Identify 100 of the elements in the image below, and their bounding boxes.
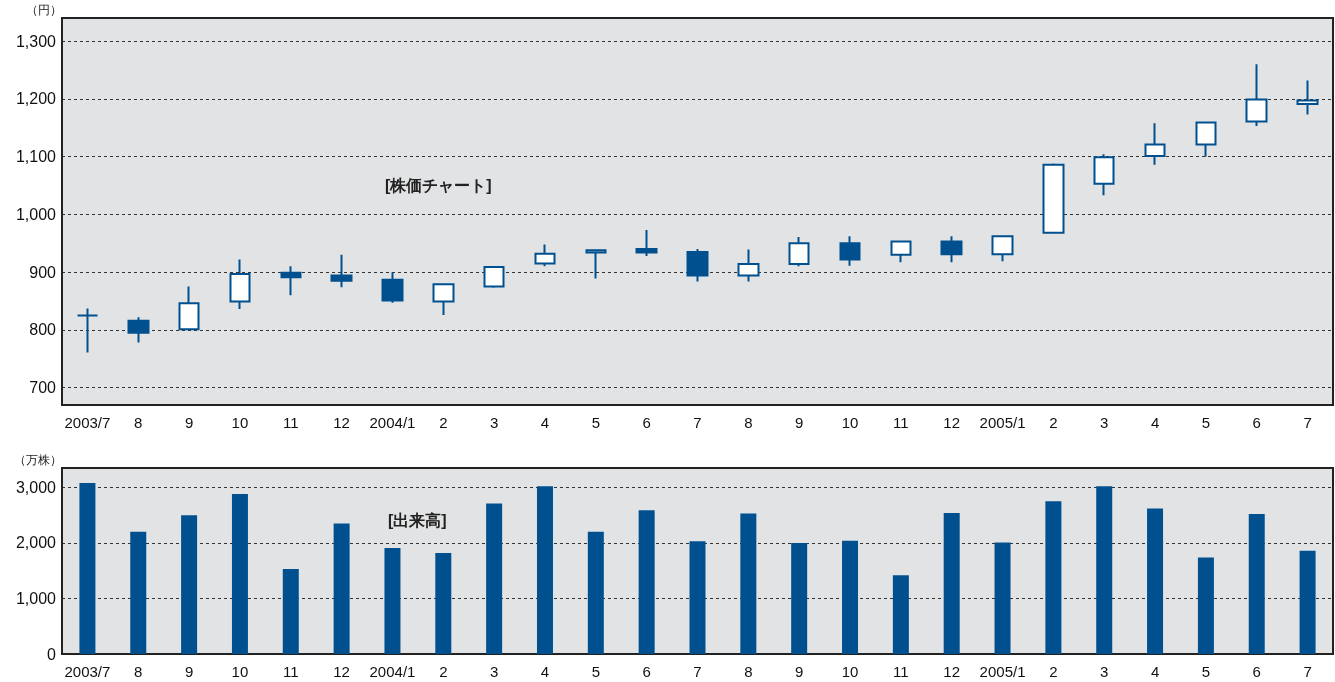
candlestick bbox=[991, 234, 1014, 263]
candlestick bbox=[1093, 153, 1115, 197]
y-tick-label: 1,100 bbox=[15, 148, 57, 166]
x-tick-label: 8 bbox=[744, 414, 753, 431]
candlestick bbox=[178, 285, 200, 331]
x-tick-label: 2004/1 bbox=[369, 414, 416, 431]
x-tick-label: 5 bbox=[1201, 663, 1211, 680]
y-tick-label: 0 bbox=[47, 645, 57, 663]
x-tick-label: 8 bbox=[134, 414, 143, 431]
x-tick-label: 2 bbox=[1049, 414, 1058, 431]
x-tick-label: 8 bbox=[134, 663, 143, 680]
x-tick-label: 2005/1 bbox=[979, 663, 1026, 680]
x-tick-label: 4 bbox=[540, 663, 550, 680]
x-tick-label: 3 bbox=[1100, 414, 1109, 431]
bar bbox=[1197, 557, 1214, 654]
x-tick-label: 10 bbox=[231, 414, 249, 431]
x-tick-label: 7 bbox=[693, 663, 702, 680]
bar bbox=[231, 494, 248, 654]
candlestick bbox=[788, 235, 810, 268]
x-tick-label: 6 bbox=[1252, 414, 1261, 431]
y-tick-label: 900 bbox=[29, 263, 57, 281]
x-tick-label: 4 bbox=[1150, 414, 1160, 431]
y-tick-label: 1,000 bbox=[15, 589, 57, 607]
candlestick bbox=[330, 253, 353, 289]
x-tick-label: 12 bbox=[333, 414, 350, 431]
candlestick bbox=[534, 243, 556, 268]
x-tick-label: 4 bbox=[540, 414, 550, 431]
x-tick-label: 3 bbox=[489, 663, 499, 680]
bar bbox=[689, 541, 706, 654]
x-tick-label: 6 bbox=[642, 414, 651, 431]
candlestick bbox=[381, 271, 404, 304]
candlestick bbox=[890, 240, 912, 264]
candlestick bbox=[76, 307, 99, 354]
x-tick-label: 6 bbox=[642, 663, 651, 680]
bar bbox=[384, 547, 401, 654]
y-tick-label: 700 bbox=[29, 379, 57, 397]
x-tick-label: 7 bbox=[693, 414, 702, 431]
bar bbox=[791, 542, 808, 654]
bar bbox=[486, 503, 503, 654]
x-tick-label: 11 bbox=[282, 414, 299, 431]
bar bbox=[181, 515, 198, 654]
bar bbox=[333, 523, 350, 654]
y-tick-label: 1,200 bbox=[15, 90, 57, 108]
x-tick-label: 10 bbox=[841, 414, 859, 431]
x-tick-label: 9 bbox=[184, 663, 194, 680]
candlestick bbox=[1195, 120, 1217, 158]
candlestick bbox=[280, 265, 302, 297]
bar bbox=[1299, 550, 1316, 654]
candlestick bbox=[1296, 79, 1319, 116]
bar bbox=[1147, 508, 1164, 654]
x-tick-label: 2003/7 bbox=[64, 663, 111, 680]
candlestick bbox=[839, 235, 861, 267]
x-tick-label: 2 bbox=[439, 663, 448, 680]
x-tick-label: 12 bbox=[943, 663, 961, 680]
x-tick-label: 12 bbox=[943, 414, 961, 431]
x-tick-label: 2 bbox=[439, 414, 448, 431]
y-tick-label: 3,000 bbox=[15, 478, 57, 496]
text: [株価チャート] bbox=[385, 176, 492, 194]
y-tick-label: 800 bbox=[29, 321, 57, 339]
candlestick bbox=[737, 248, 760, 283]
x-tick-label: 9 bbox=[184, 414, 194, 431]
y-tick-label: 2,000 bbox=[15, 534, 57, 552]
bar bbox=[536, 486, 553, 654]
x-tick-label: 2 bbox=[1049, 663, 1058, 680]
text: [出来高] bbox=[388, 510, 447, 529]
bar bbox=[842, 540, 859, 654]
candlestick bbox=[1245, 63, 1268, 128]
bar bbox=[282, 569, 299, 654]
bar bbox=[943, 512, 960, 654]
bar bbox=[1096, 486, 1113, 654]
x-tick-label: 9 bbox=[795, 414, 804, 431]
y-tick-label: 1,000 bbox=[15, 205, 57, 223]
bar bbox=[1045, 501, 1062, 654]
candlestick bbox=[1042, 162, 1065, 235]
x-tick-label: 7 bbox=[1303, 663, 1312, 680]
y-axis-title: （万株） bbox=[14, 453, 62, 467]
bar bbox=[740, 513, 757, 654]
x-tick-label: 3 bbox=[489, 414, 499, 431]
candlestick bbox=[585, 248, 607, 280]
candlestick bbox=[127, 316, 150, 344]
x-tick-label: 5 bbox=[591, 414, 600, 431]
x-tick-label: 12 bbox=[333, 663, 350, 680]
x-tick-label: 6 bbox=[1252, 663, 1261, 680]
x-tick-label: 11 bbox=[282, 663, 299, 680]
bar bbox=[587, 531, 604, 654]
candlestick bbox=[483, 265, 505, 289]
x-tick-label: 11 bbox=[893, 663, 909, 680]
x-tick-label: 10 bbox=[231, 663, 249, 680]
x-tick-label: 5 bbox=[591, 663, 600, 680]
candlestick bbox=[940, 235, 963, 264]
x-tick-label: 5 bbox=[1201, 414, 1211, 431]
candlestick bbox=[432, 282, 455, 316]
bar bbox=[994, 542, 1011, 654]
bar bbox=[892, 575, 909, 654]
candlestick bbox=[1144, 122, 1166, 166]
bar bbox=[435, 552, 452, 654]
y-axis-title: （円） bbox=[26, 3, 62, 17]
x-tick-label: 2004/1 bbox=[369, 663, 416, 680]
bar bbox=[79, 482, 96, 654]
x-tick-label: 3 bbox=[1100, 663, 1109, 680]
